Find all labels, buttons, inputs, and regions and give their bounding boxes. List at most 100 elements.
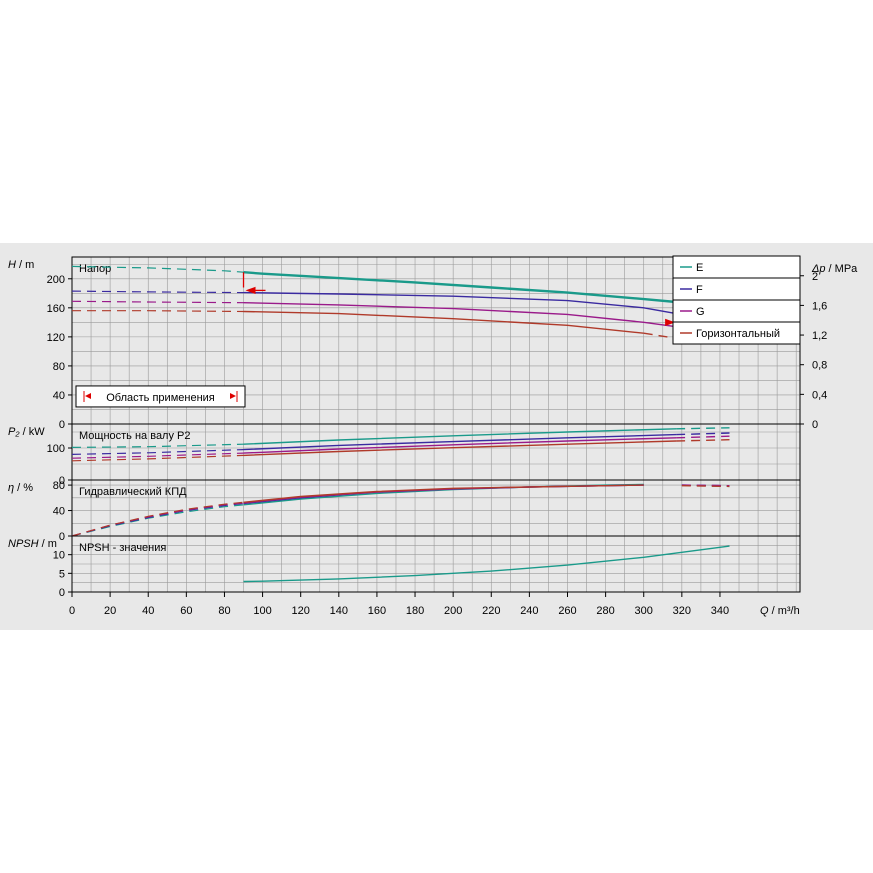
- x-tick-label: 200: [444, 605, 462, 617]
- x-tick-label: 180: [406, 605, 424, 617]
- y-tick-label: 0: [59, 587, 65, 599]
- x-tick-label: 60: [180, 605, 192, 617]
- panel-efficiency: 0 40 80 η / % Гидравлический КПД: [8, 479, 801, 543]
- panel-title: Напор: [79, 263, 111, 275]
- panel-frame: [71, 535, 801, 593]
- legend-label: Горизонтальный: [696, 328, 780, 340]
- y-tick-label: 0: [59, 419, 65, 431]
- series-power-E-dashed: [676, 427, 730, 430]
- y-tick-label: 0: [59, 531, 65, 543]
- y-tick-label: 80: [53, 361, 65, 373]
- series-power-Горизонтальный-dashed: [676, 439, 730, 442]
- y-tick-label: 5: [59, 568, 65, 580]
- x-tick-label: 120: [292, 605, 310, 617]
- y2-tick-label: 2: [812, 271, 818, 283]
- y-tick-label: 160: [47, 303, 65, 315]
- x-tick-label: 100: [253, 605, 271, 617]
- y-tick-label: 40: [53, 390, 65, 402]
- y-tick-label: 120: [47, 332, 65, 344]
- x-tick-label: 240: [520, 605, 538, 617]
- series-head-Горизонтальный: [243, 310, 644, 334]
- y-tick-label: 100: [47, 443, 65, 455]
- application-range-box: [75, 385, 246, 408]
- series-efficiency-Горизонтальный: [243, 484, 644, 503]
- series-power-Горизонтальный-dashed: [71, 454, 244, 462]
- series-head-Горизонтальный-dashed: [643, 332, 677, 339]
- series-power-F-dashed: [676, 432, 730, 436]
- series-power-E-dashed: [71, 443, 244, 448]
- series-efficiency-E-dashed: [71, 504, 244, 537]
- legend-item: [672, 321, 801, 345]
- y2-tick-label: 0: [812, 419, 818, 431]
- range-box-right-arrow: [230, 392, 236, 399]
- y-axis-label: P₂ / kW: [8, 426, 45, 438]
- y-tick-label: 80: [53, 480, 65, 492]
- panel-head: 0 40 80 120 160 200 H / m Напор 0 0,4 0,8 1,2 1,6 2Δp…: [8, 256, 858, 431]
- x-tick-label: 340: [711, 605, 729, 617]
- y-axis-label: NPSH / m: [8, 538, 57, 550]
- y2-axis-label: Δp / MPa: [811, 263, 858, 275]
- y-axis-label: η / %: [8, 482, 33, 494]
- series-efficiency-Горизонтальный-dashed: [71, 501, 244, 537]
- x-tick-label: 280: [596, 605, 614, 617]
- series-head-E: [243, 271, 677, 304]
- range-box-left-arrow: [85, 392, 91, 399]
- series-power-G-dashed: [676, 435, 730, 439]
- range-left-arrow: [245, 286, 256, 295]
- x-tick-label: 260: [558, 605, 576, 617]
- y2-tick-label: 0,8: [812, 360, 827, 372]
- series-head-F-dashed: [71, 290, 244, 294]
- x-tick-label: 300: [635, 605, 653, 617]
- x-tick-label: 320: [673, 605, 691, 617]
- range-right-arrow: [665, 318, 676, 326]
- y2-tick-label: 1,6: [812, 300, 827, 312]
- series-power-F: [243, 433, 677, 451]
- legend-label: E: [696, 262, 703, 274]
- series-power-E: [243, 428, 677, 445]
- series-head-G-dashed: [71, 300, 244, 304]
- y-axis-label: H / m: [8, 259, 34, 271]
- series-power-Горизонтальный: [243, 440, 677, 457]
- x-tick-label: 160: [368, 605, 386, 617]
- legend-item: [672, 277, 801, 301]
- panel-title: Гидравлический КПД: [79, 486, 187, 498]
- x-tick-label: 20: [104, 605, 116, 617]
- x-tick-label: 220: [482, 605, 500, 617]
- x-tick-label: 80: [218, 605, 230, 617]
- y-tick-label: 40: [53, 506, 65, 518]
- series-head-Горизонтальный-dashed: [72, 310, 244, 313]
- y-tick-label: 200: [47, 274, 65, 286]
- series-power-F-dashed: [71, 449, 244, 455]
- series-head-G: [243, 302, 677, 328]
- panel-title: NPSH - значения: [79, 542, 166, 554]
- y2-tick-label: 0,4: [812, 389, 827, 401]
- legend: EFG Горизонтальный: [672, 255, 801, 345]
- x-axis-label: Q / m³/h: [760, 605, 800, 617]
- series-power-G: [243, 437, 677, 454]
- series-head-F: [243, 291, 677, 315]
- series-efficiency-Горизонтальный-dashed: [681, 485, 730, 488]
- series-efficiency-F: [243, 484, 644, 505]
- series-efficiency-E: [243, 483, 644, 506]
- legend-label: F: [696, 284, 703, 296]
- x-tick-label: 140: [330, 605, 348, 617]
- series-efficiency-G: [243, 484, 644, 504]
- series-power-G-dashed: [71, 452, 244, 459]
- series-efficiency-F-dashed: [71, 502, 244, 537]
- application-range-label: Область применения: [106, 392, 215, 404]
- x-tick-label: 40: [142, 605, 154, 617]
- y-tick-label: 0: [59, 475, 65, 487]
- y-tick-label: 10: [53, 550, 65, 562]
- y2-tick-label: 1,2: [812, 330, 827, 342]
- x-tick-label: 0: [69, 605, 75, 617]
- x-axis: 0 20 40 60 80 100 120 140 160 180 200 220 240 260 280 3…: [69, 592, 800, 617]
- series-head-E-dashed: [71, 265, 244, 273]
- series-npsh-E: [243, 545, 730, 583]
- legend-item: [672, 255, 801, 279]
- legend-item: [672, 299, 801, 323]
- series-efficiency-G-dashed: [71, 502, 244, 537]
- panel-title: Мощность на валу P2: [79, 430, 191, 442]
